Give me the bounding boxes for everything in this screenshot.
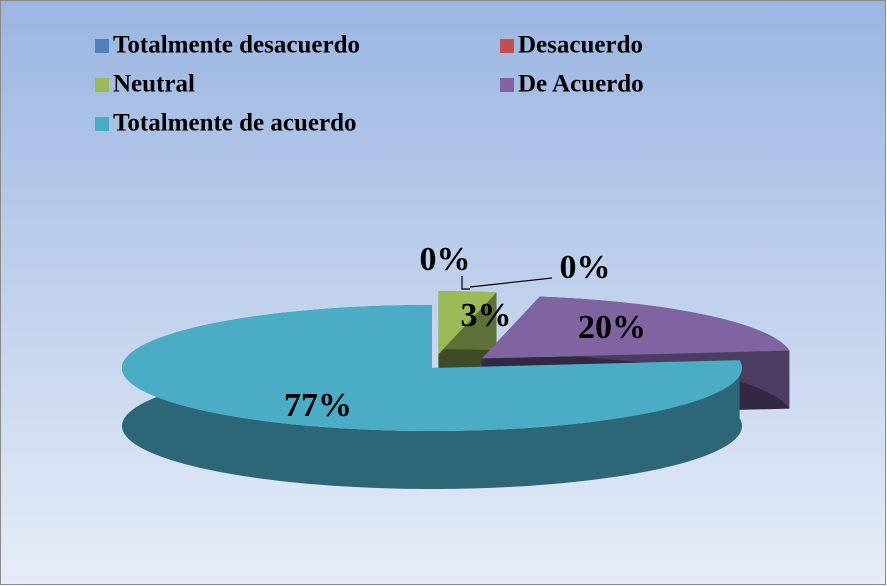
legend-swatch — [95, 78, 109, 92]
pie-slice — [438, 291, 497, 355]
legend-label: Totalmente desacuerdo — [113, 32, 360, 59]
data-label: 77% — [284, 387, 352, 424]
data-label: 20% — [578, 309, 646, 346]
legend-swatch — [500, 39, 514, 53]
legend-swatch — [95, 117, 109, 131]
data-label: 0% — [420, 241, 471, 278]
legend-label: Totalmente de acuerdo — [113, 110, 357, 137]
data-label: 0% — [560, 249, 611, 286]
leader-line — [461, 276, 470, 290]
pie-slice — [122, 305, 742, 431]
legend-swatch — [500, 78, 514, 92]
pie-slice — [481, 296, 790, 359]
legend-label: Desacuerdo — [518, 32, 643, 59]
legend-swatch — [95, 39, 109, 53]
leader-line — [469, 277, 553, 288]
legend-label: De Acuerdo — [518, 71, 644, 98]
legend-label: Neutral — [113, 71, 195, 98]
data-label: 3% — [461, 297, 512, 334]
